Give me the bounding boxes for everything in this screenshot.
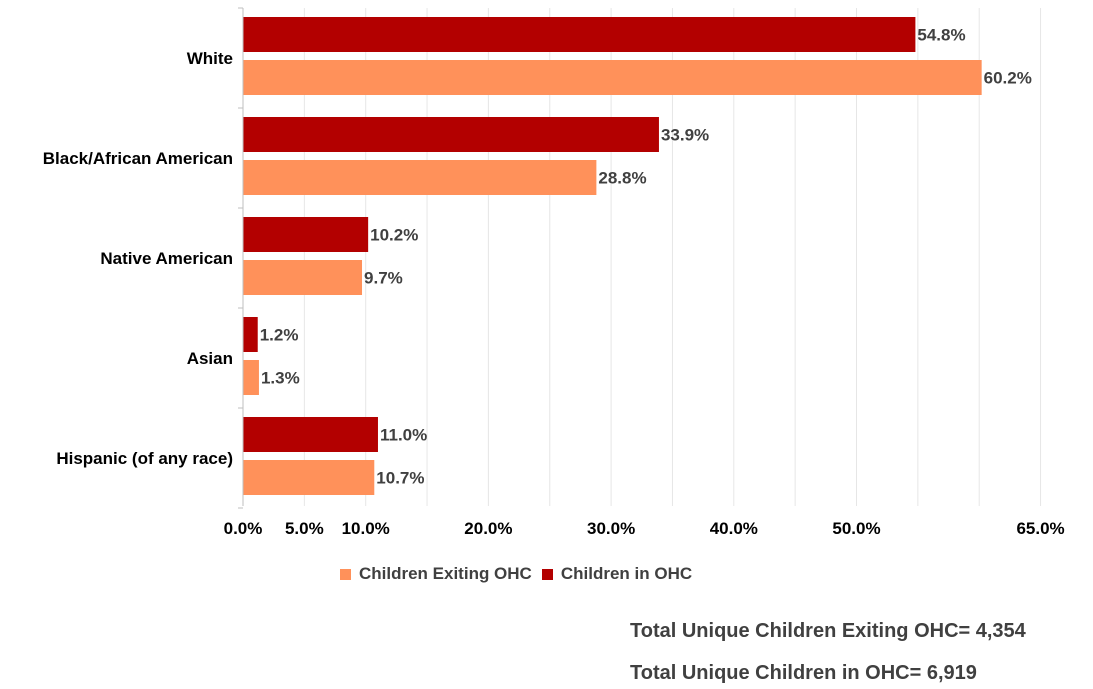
bar-exiting-ohc [243, 160, 597, 195]
x-tick-label: 40.0% [710, 519, 758, 538]
category-label: Hispanic (of any race) [56, 449, 233, 468]
bar-exiting-ohc [243, 360, 259, 395]
x-tick-label: 50.0% [832, 519, 880, 538]
total-in-ohc-text: Total Unique Children in OHC= 6,919 [630, 662, 977, 684]
x-tick-label: 30.0% [587, 519, 635, 538]
data-label: 33.9% [661, 126, 709, 145]
bars [243, 17, 982, 495]
category-label: Asian [187, 349, 233, 368]
data-label: 10.7% [376, 469, 424, 488]
legend-label-exiting: Children Exiting OHC [359, 564, 532, 583]
x-tick-label: 0.0% [224, 519, 263, 538]
x-tick-label: 5.0% [285, 519, 324, 538]
legend: Children Exiting OHC Children in OHC [340, 564, 702, 584]
total-exiting-text: Total Unique Children Exiting OHC= 4,354 [630, 620, 1026, 642]
bar-exiting-ohc [243, 460, 375, 495]
labels: 54.8% 60.2% White 33.9% 28.8% Black/African A… [43, 26, 1065, 539]
legend-label-in: Children in OHC [560, 564, 693, 583]
y-axis [238, 7, 244, 509]
data-label: 11.0% [380, 426, 427, 445]
bar-exiting-ohc [243, 260, 363, 295]
legend-swatch-in [541, 568, 553, 580]
data-label: 28.8% [598, 169, 646, 188]
bar-in-ohc [243, 417, 378, 452]
data-label: 54.8% [917, 26, 965, 45]
category-label: Native American [100, 249, 233, 268]
data-label: 1.3% [261, 369, 300, 388]
bar-chart: 54.8% 60.2% White 33.9% 28.8% Black/African A… [43, 7, 1065, 539]
data-label: 10.2% [370, 226, 418, 245]
bar-exiting-ohc [243, 60, 982, 95]
legend-item-in: Children in OHC [541, 564, 693, 584]
x-tick-label: 10.0% [342, 519, 390, 538]
legend-swatch-exiting [340, 568, 351, 580]
category-label: White [187, 49, 233, 68]
data-label: 60.2% [984, 69, 1032, 88]
x-tick-label: 20.0% [464, 519, 512, 538]
bar-in-ohc [243, 117, 659, 152]
bar-in-ohc [243, 317, 258, 352]
data-label: 1.2% [260, 326, 299, 345]
data-label: 9.7% [364, 269, 403, 288]
bar-in-ohc [243, 217, 369, 252]
legend-item-exiting: Children Exiting OHC [340, 564, 532, 584]
bar-in-ohc [243, 17, 916, 52]
x-tick-label: 65.0% [1016, 519, 1064, 538]
category-label: Black/African American [43, 149, 233, 168]
